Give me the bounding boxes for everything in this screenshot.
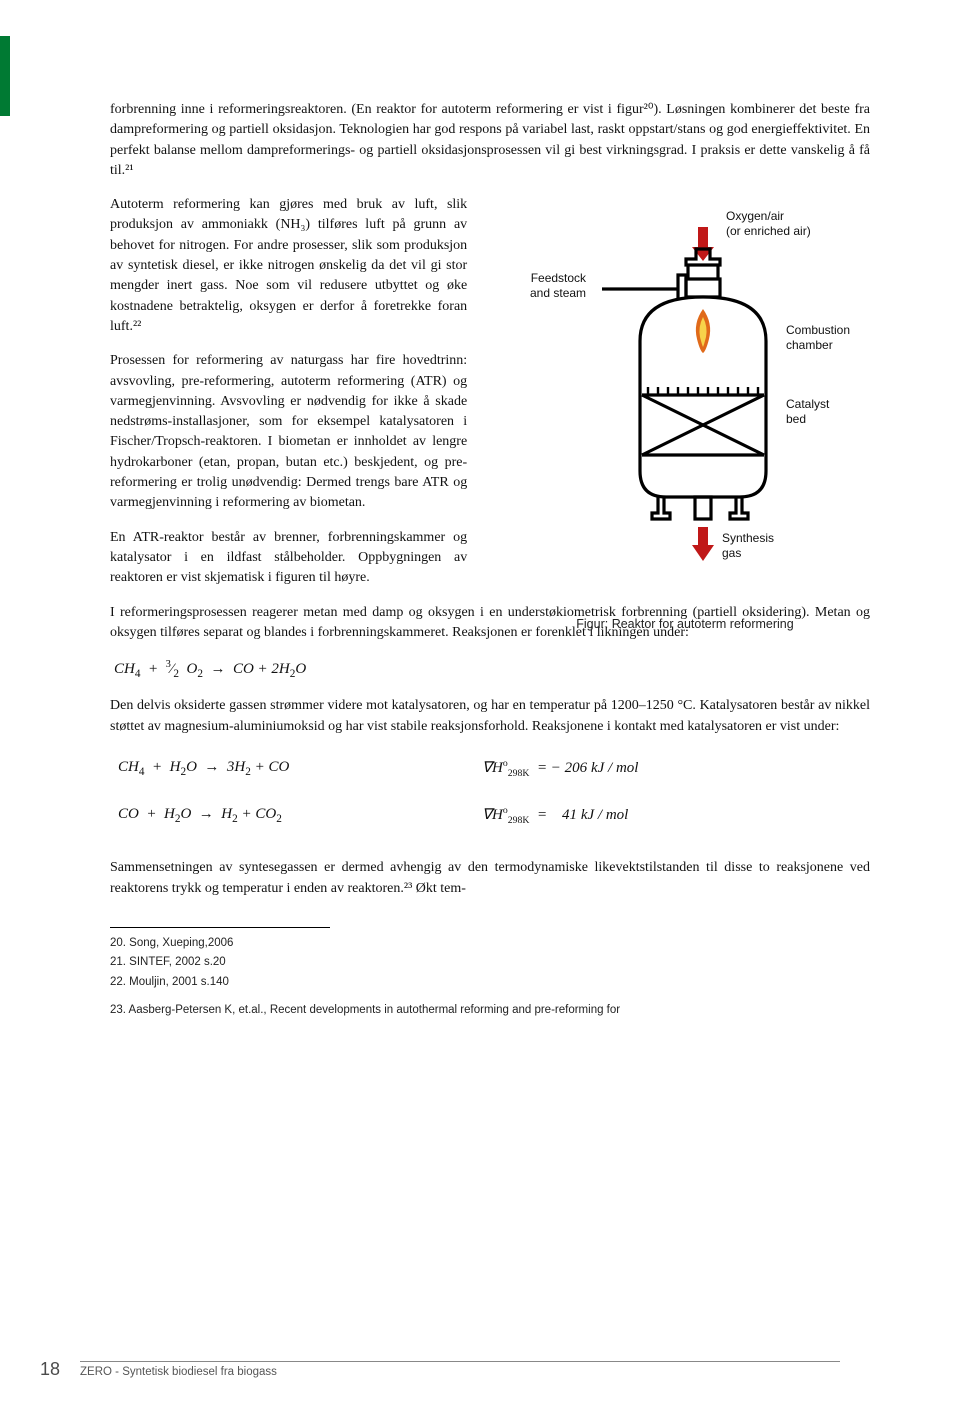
footnotes: 20. Song, Xueping,2006 21. SINTEF, 2002 … bbox=[110, 927, 330, 993]
footnote-21: 21. SINTEF, 2002 s.20 bbox=[110, 953, 330, 973]
equation-3: CO + H2O → H2 + CO2 ∇Ho298K = 41 kJ / mo… bbox=[114, 798, 870, 842]
equation-2: CH4 + H2O → 3H2 + CO ∇Ho298K = − 206 kJ … bbox=[114, 751, 870, 795]
reactor-svg bbox=[490, 205, 880, 575]
page-number: 18 bbox=[40, 1359, 60, 1380]
footnote-20: 20. Song, Xueping,2006 bbox=[110, 934, 330, 954]
footer-title: ZERO - Syntetisk biodiesel fra biogass bbox=[80, 1361, 840, 1378]
figure-caption: Figur: Reaktor for autoterm reformering bbox=[490, 615, 880, 633]
label-feedstock: Feedstock and steam bbox=[530, 271, 586, 300]
paragraph-5: Sammensetningen av syntesegassen er derm… bbox=[110, 858, 870, 899]
paragraph-2b: Prosessen for reformering av naturgass h… bbox=[110, 351, 467, 513]
equation-1: CH4 + 3⁄2 O2 → CO + 2H2O bbox=[114, 657, 870, 682]
footnote-22: 22. Mouljin, 2001 s.140 bbox=[110, 973, 330, 993]
label-synthesis: Synthesis gas bbox=[722, 531, 774, 560]
left-stripe bbox=[0, 36, 10, 116]
paragraph-2c: En ATR-reaktor består av brenner, forbre… bbox=[110, 528, 467, 589]
label-combustion: Combustion chamber bbox=[786, 323, 850, 352]
paragraph-1: forbrenning inne i reformeringsreaktoren… bbox=[110, 100, 870, 181]
page-content: forbrenning inne i reformeringsreaktoren… bbox=[0, 0, 960, 1100]
reactor-figure: Oxygen/air (or enriched air) Feedstock a… bbox=[490, 205, 880, 633]
label-oxygen: Oxygen/air (or enriched air) bbox=[726, 209, 811, 238]
figure-wrap: Autoterm reformering kan gjøres med bruk… bbox=[110, 195, 870, 588]
paragraph-4: Den delvis oksiderte gassen strømmer vid… bbox=[110, 696, 870, 737]
label-catalyst: Catalyst bed bbox=[786, 397, 829, 426]
page-footer: 18 ZERO - Syntetisk biodiesel fra biogas… bbox=[40, 1359, 840, 1380]
paragraph-2a: Autoterm reformering kan gjøres med bruk… bbox=[110, 195, 467, 337]
footnote-23: 23. Aasberg-Petersen K, et.al., Recent d… bbox=[110, 1001, 870, 1021]
